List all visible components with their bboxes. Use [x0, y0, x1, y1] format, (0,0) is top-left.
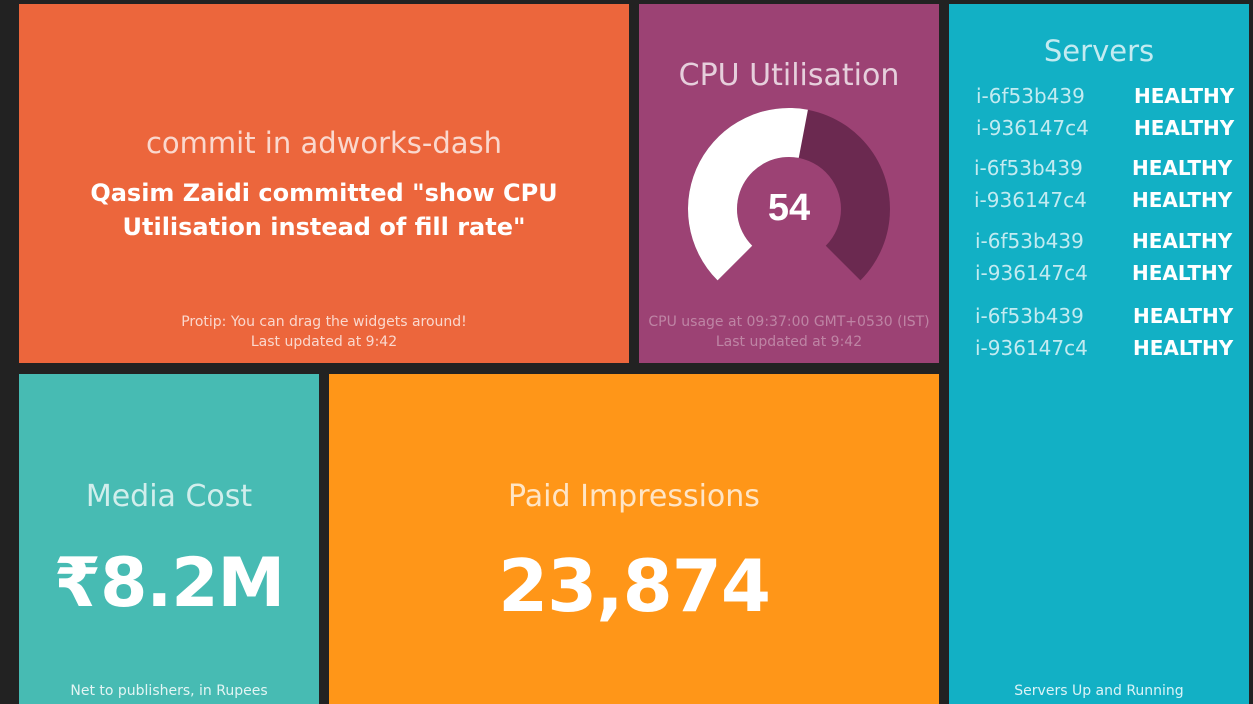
- server-id: i-936147c4: [975, 261, 1088, 285]
- cpu-gauge: 54: [688, 108, 890, 281]
- server-status: HEALTHY: [1133, 336, 1234, 360]
- server-row: i-6f53b439 HEALTHY: [949, 229, 1249, 259]
- commit-widget[interactable]: commit in adworks-dash Qasim Zaidi commi…: [19, 4, 629, 363]
- server-row: i-936147c4 HEALTHY: [949, 116, 1249, 146]
- server-row: i-6f53b439 HEALTHY: [949, 156, 1249, 186]
- cpu-more-info: CPU usage at 09:37:00 GMT+0530 (IST): [648, 314, 930, 330]
- paid-impressions-value: 23,874: [498, 544, 771, 628]
- server-id: i-6f53b439: [976, 84, 1085, 108]
- servers-footer: Servers Up and Running: [1014, 683, 1184, 699]
- server-status: HEALTHY: [1132, 188, 1233, 212]
- media-cost-widget[interactable]: Media Cost ₹8.2M Net to publishers, in R…: [19, 374, 319, 704]
- server-status: HEALTHY: [1134, 84, 1235, 108]
- server-row: i-936147c4 HEALTHY: [949, 188, 1249, 218]
- gauge-fill: [688, 108, 808, 281]
- server-status: HEALTHY: [1132, 156, 1233, 180]
- server-row: i-936147c4 HEALTHY: [949, 336, 1249, 366]
- server-status: HEALTHY: [1132, 261, 1233, 285]
- server-status: HEALTHY: [1133, 304, 1234, 328]
- server-status: HEALTHY: [1134, 116, 1235, 140]
- commit-title: commit in adworks-dash: [145, 126, 503, 160]
- paid-impressions-widget[interactable]: Paid Impressions 23,874: [329, 374, 939, 704]
- server-id: i-6f53b439: [975, 304, 1084, 328]
- server-row: i-6f53b439 HEALTHY: [949, 304, 1249, 334]
- commit-updated-at: Last updated at 9:42: [250, 334, 398, 350]
- cpu-value: 54: [768, 187, 810, 229]
- cpu-title: CPU Utilisation: [678, 58, 900, 93]
- server-row: i-6f53b439 HEALTHY: [949, 84, 1249, 114]
- server-id: i-936147c4: [975, 336, 1088, 360]
- servers-widget[interactable]: Servers i-6f53b439 HEALTHY i-936147c4 HE…: [949, 4, 1249, 704]
- server-id: i-6f53b439: [974, 156, 1083, 180]
- media-cost-footer: Net to publishers, in Rupees: [70, 683, 268, 699]
- media-cost-title: Media Cost: [85, 479, 253, 514]
- server-id: i-6f53b439: [975, 229, 1084, 253]
- server-id: i-936147c4: [976, 116, 1089, 140]
- media-cost-value: ₹8.2M: [53, 544, 285, 623]
- commit-message: Qasim Zaidi committed "show CPU Utilisat…: [90, 179, 558, 241]
- paid-impressions-title: Paid Impressions: [508, 479, 760, 514]
- server-status: HEALTHY: [1132, 229, 1233, 253]
- servers-title: Servers: [1043, 34, 1155, 68]
- cpu-widget[interactable]: CPU Utilisation 54 CPU usage at 09:37:00…: [639, 4, 939, 363]
- server-row: i-936147c4 HEALTHY: [949, 261, 1249, 291]
- protip-text: Protip: You can drag the widgets around!: [181, 314, 467, 330]
- cpu-updated-at: Last updated at 9:42: [715, 334, 863, 350]
- server-id: i-936147c4: [974, 188, 1087, 212]
